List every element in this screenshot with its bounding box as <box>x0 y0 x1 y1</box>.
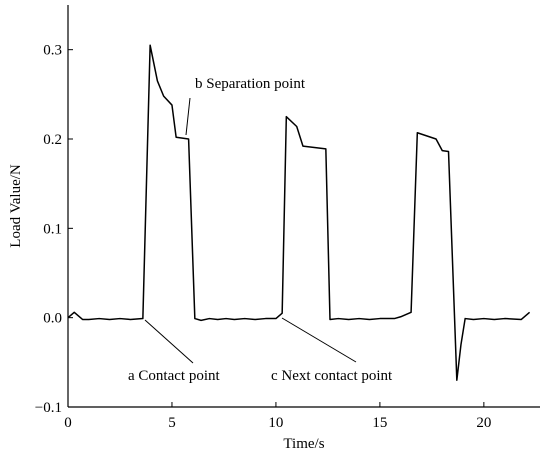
data-line <box>67 44 531 381</box>
x-tick-label: 5 <box>168 415 176 431</box>
y-tick-label: 0.3 <box>43 43 62 59</box>
x-axis-label: Time/s <box>283 436 324 452</box>
y-tick-label: 0.1 <box>43 221 62 237</box>
annotation-pointer <box>281 317 357 363</box>
x-tick-label: 15 <box>372 415 387 431</box>
y-axis-label: Load Value/N <box>8 164 24 248</box>
x-tick-label: 20 <box>476 415 491 431</box>
x-tick-label: 10 <box>268 415 283 431</box>
x-tick-label: 0 <box>64 415 72 431</box>
annotation: b Separation point <box>195 76 306 92</box>
annotation: c Next contact point <box>271 368 393 384</box>
annotation-pointer <box>144 319 194 364</box>
y-tick-label: 0.2 <box>43 132 62 148</box>
y-tick-label: 0.0 <box>43 311 62 327</box>
annotation-pointer <box>185 97 191 136</box>
y-tick-label: −0.1 <box>35 400 62 416</box>
annotation: a Contact point <box>128 368 220 384</box>
